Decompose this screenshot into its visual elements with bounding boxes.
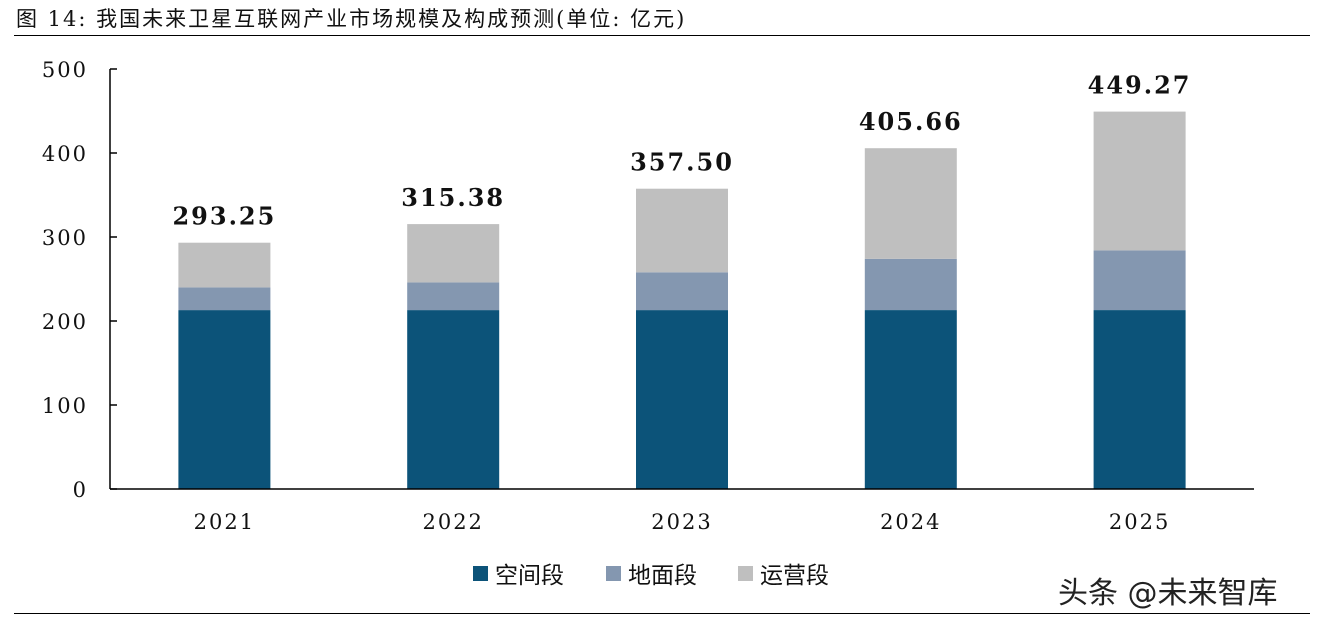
watermark-text: 头条 @未来智库 [1058,576,1278,611]
bar-segment-2022-2 [407,282,500,311]
legend-label-1: 空间段 [495,563,564,589]
legend: 空间段 地面段 运营段 [473,563,829,589]
y-tick-label-100: 100 [42,394,88,418]
total-label-2025: 449.27 [1088,71,1192,100]
bottom-rule [14,613,1310,614]
bar-segment-2021-2 [178,287,271,311]
bar-segment-2025-1 [1093,310,1186,489]
bar-segment-2022-1 [407,310,500,489]
bar-segment-2025-3 [1093,111,1186,251]
total-label-2024: 405.66 [859,107,963,136]
bar-segment-2022-3 [407,224,500,283]
figure-title: 图 14: 我国未来卫星互联网产业市场规模及构成预测(单位: 亿元) [16,7,687,31]
total-label-2022: 315.38 [401,183,505,212]
x-tick-label-2025: 2025 [1109,510,1170,534]
legend-swatch-1 [473,566,488,581]
y-tick-label-300: 300 [42,226,88,250]
total-label-2023: 357.50 [630,148,734,177]
bar-segment-2023-1 [636,310,728,489]
y-tick-label-0: 0 [73,478,88,502]
axes-layer: 0 100 200 300 400 500 [42,58,1254,502]
bar-segment-2021-1 [178,310,271,489]
bars-layer [178,111,1186,489]
data-labels-layer: 293.25 2021 315.38 2022 357.50 2023 405.66 2024… [172,71,1192,534]
bar-segment-2025-2 [1093,250,1186,310]
bar-segment-2024-1 [864,310,957,489]
legend-label-2: 地面段 [628,563,697,589]
bar-segment-2024-2 [864,258,957,310]
x-tick-label-2022: 2022 [422,510,483,534]
bar-segment-2023-2 [636,272,728,311]
x-tick-label-2021: 2021 [194,510,255,534]
legend-swatch-3 [738,566,753,581]
legend-swatch-2 [606,566,621,581]
y-tick-label-200: 200 [42,310,88,334]
y-tick-label-500: 500 [42,58,88,82]
total-label-2021: 293.25 [172,202,276,231]
x-tick-label-2023: 2023 [651,510,712,534]
bar-segment-2023-3 [636,188,728,273]
x-tick-label-2024: 2024 [880,510,941,534]
legend-label-3: 运营段 [760,563,829,589]
bar-segment-2021-3 [178,242,271,288]
y-tick-label-400: 400 [42,142,88,166]
bar-segment-2024-3 [864,148,957,259]
title-rule [14,35,1310,36]
